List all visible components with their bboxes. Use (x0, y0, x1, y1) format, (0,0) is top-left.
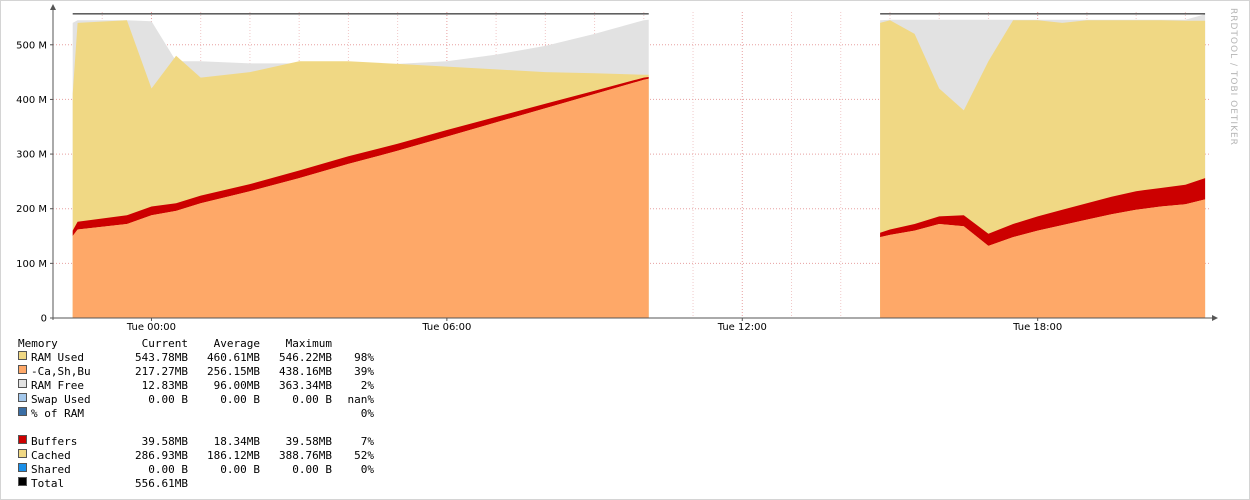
legend-pct: 39% (354, 365, 374, 378)
legend-current: 12.83MB (141, 379, 188, 392)
legend-group-memory: RAM Used 543.78MB 460.61MB 546.22MB 98% -Ca,S… (18, 351, 374, 421)
legend-row: Total 556.61MB (18, 477, 188, 491)
legend-header: Memory Current Average Maximum (18, 337, 332, 351)
legend: Memory Current Average Maximum RAM Used 5… (18, 337, 374, 491)
buffers-area (72, 77, 649, 236)
legend-pct: nan% (347, 393, 375, 406)
legend-swatch (18, 463, 27, 472)
legend-row: Swap Used 0.00 B 0.00 B 0.00 B nan% (18, 393, 374, 407)
legend-maximum: 388.76MB (279, 449, 332, 462)
legend-swatch (18, 351, 27, 360)
legend-group-cache: Buffers 39.58MB 18.34MB 39.58MB 7% Cached 286.… (18, 435, 374, 491)
legend-current: 543.78MB (135, 351, 188, 364)
legend-row: Buffers 39.58MB 18.34MB 39.58MB 7% (18, 435, 374, 449)
legend-header-label: Memory (18, 337, 58, 350)
legend-average: 0.00 B (220, 393, 260, 406)
legend-label: Swap Used (31, 393, 91, 406)
y-tick-label: 400 M (16, 95, 47, 106)
y-tick-label: 100 M (16, 259, 47, 270)
x-axis-arrow (1212, 315, 1218, 321)
ca-sh-bu-area (72, 78, 649, 318)
legend-row: Shared 0.00 B 0.00 B 0.00 B 0% (18, 463, 374, 477)
legend-row: RAM Free 12.83MB 96.00MB 363.34MB 2% (18, 379, 374, 393)
legend-row: % of RAM 0% (18, 407, 374, 421)
legend-pct: 0% (360, 463, 374, 476)
legend-average: 256.15MB (207, 365, 260, 378)
legend-current: 39.58MB (141, 435, 188, 448)
legend-row: -Ca,Sh,Bu 217.27MB 256.15MB 438.16MB 39% (18, 365, 374, 379)
legend-current: 556.61MB (135, 477, 188, 490)
legend-header-average: Average (213, 337, 260, 350)
legend-header-current: Current (141, 337, 188, 350)
legend-label: Buffers (31, 435, 78, 448)
rrdtool-credit: RRDTOOL / TOBI OETIKER (1228, 8, 1238, 146)
series-areas (72, 14, 1206, 318)
legend-swatch (18, 393, 27, 402)
legend-pct: 0% (360, 407, 374, 420)
legend-average: 0.00 B (220, 463, 260, 476)
x-tick-label: Tue 06:00 (421, 322, 471, 333)
legend-pct: 52% (354, 449, 374, 462)
legend-label: Cached (31, 449, 71, 462)
legend-row: Cached 286.93MB 186.12MB 388.76MB 52% (18, 449, 374, 463)
legend-current: 217.27MB (135, 365, 188, 378)
legend-average: 186.12MB (207, 449, 260, 462)
ca-sh-bu-area (880, 199, 1206, 318)
legend-average: 18.34MB (213, 435, 260, 448)
y-tick-label: 0 (41, 314, 47, 325)
legend-maximum: 39.58MB (285, 435, 332, 448)
legend-row: RAM Used 543.78MB 460.61MB 546.22MB 98% (18, 351, 374, 365)
legend-label: Shared (31, 463, 71, 476)
x-tick-label: Tue 12:00 (717, 322, 767, 333)
legend-current: 0.00 B (148, 393, 188, 406)
legend-maximum: 0.00 B (292, 463, 332, 476)
legend-label: RAM Used (31, 351, 84, 364)
legend-maximum: 546.22MB (279, 351, 332, 364)
legend-pct: 7% (360, 435, 374, 448)
legend-maximum: 0.00 B (292, 393, 332, 406)
legend-swatch (18, 379, 27, 388)
legend-current: 0.00 B (148, 463, 188, 476)
buffers-area (880, 178, 1206, 246)
tick-labels: 0 100 M 200 M 300 M 400 M 500 M Tue 00:00 Tue 0… (16, 40, 1062, 333)
legend-swatch (18, 435, 27, 444)
legend-label: % of RAM (31, 407, 84, 420)
legend-label: -Ca,Sh,Bu (31, 365, 91, 378)
y-tick-label: 500 M (16, 40, 47, 51)
x-tick-label: Tue 00:00 (126, 322, 176, 333)
legend-pct: 2% (360, 379, 374, 392)
y-axis-arrow (50, 4, 56, 10)
legend-label: RAM Free (31, 379, 84, 392)
y-tick-label: 200 M (16, 204, 47, 215)
legend-swatch (18, 477, 27, 486)
legend-average: 460.61MB (207, 351, 260, 364)
legend-maximum: 438.16MB (279, 365, 332, 378)
axes (50, 4, 1218, 321)
legend-swatch (18, 407, 27, 416)
x-tick-label: Tue 18:00 (1012, 322, 1062, 333)
legend-current: 286.93MB (135, 449, 188, 462)
legend-pct: 98% (354, 351, 374, 364)
legend-header-maximum: Maximum (285, 337, 332, 350)
legend-average: 96.00MB (213, 379, 260, 392)
legend-swatch (18, 449, 27, 458)
y-tick-label: 300 M (16, 150, 47, 161)
legend-swatch (18, 365, 27, 374)
legend-label: Total (31, 477, 65, 490)
legend-maximum: 363.34MB (279, 379, 332, 392)
